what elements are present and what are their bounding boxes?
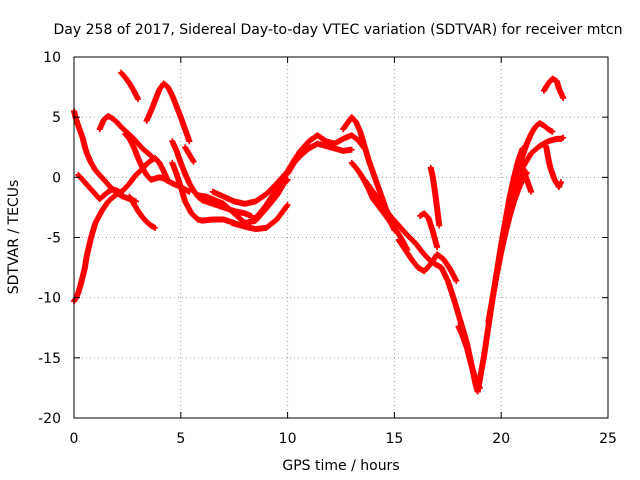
series-track-28 [543,143,565,190]
series-track-19 [395,236,460,284]
data-point [348,146,355,153]
series-track-30 [540,75,567,101]
x-tick-labels: 0 5 10 15 20 25 [70,431,617,447]
y-tick-label: 10 [43,50,61,66]
y-tick-label: -10 [38,291,61,307]
y-axis-label: SDTVAR / TECUs [6,180,22,295]
series-track-4 [96,112,154,159]
data-point [549,128,556,135]
data-point [186,138,193,145]
x-tick-label: 5 [176,431,185,447]
data-point [560,94,567,101]
data-point [117,189,124,196]
x-tick-label: 0 [70,431,79,447]
data-point [146,151,153,158]
series-track-11 [182,144,197,165]
series-track-9 [169,138,255,219]
axis-ticks [73,56,609,419]
x-tick-label: 25 [599,431,617,447]
data-point [434,244,441,251]
y-tick-label: -20 [38,411,61,427]
data-point [152,224,159,231]
series-track-1 [71,155,171,305]
x-axis-label: GPS time / hours [282,458,399,474]
series-track-23 [455,323,483,391]
x-tick-label: 20 [492,431,510,447]
data-point [528,188,535,195]
series-track-3 [75,171,124,202]
data-point [248,212,255,219]
series-track-10 [169,159,291,233]
y-tick-label: 5 [52,110,61,126]
series-track-5 [117,69,142,103]
series-track-8 [143,80,193,145]
data-point [283,203,290,210]
series-track-17 [348,159,411,253]
y-tick-label: 0 [52,170,61,186]
data-point [284,202,291,209]
data-point [147,152,154,159]
data-point [453,277,460,284]
series-track-20 [417,210,441,251]
series-track-21 [427,164,443,229]
y-tick-label: -5 [47,231,61,247]
y-tick-labels: -20 -15 -10 -5 0 5 10 [38,50,61,427]
chart-title: Day 258 of 2017, Sidereal Day-to-day VTE… [54,22,623,38]
data-point [190,158,197,165]
series-track-7 [126,193,159,231]
data-points [71,69,567,395]
data-point [135,96,142,103]
data-point [560,134,567,141]
series-track-29 [519,164,535,195]
x-tick-label: 15 [385,431,403,447]
grid-lines [74,57,608,418]
data-point [558,179,565,186]
y-tick-label: -15 [38,351,61,367]
data-point [436,222,443,229]
x-tick-label: 10 [279,431,297,447]
